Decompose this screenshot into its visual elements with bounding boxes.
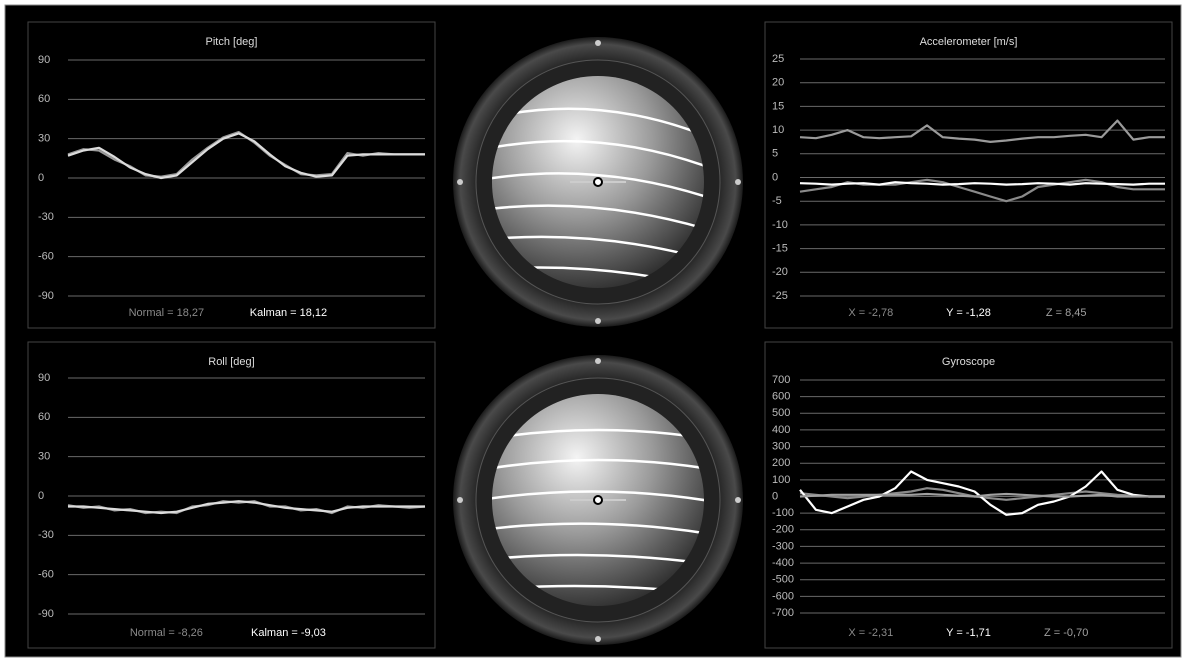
- readout: X = -2,78: [848, 307, 893, 319]
- y-tick-label: 60: [38, 411, 50, 423]
- y-tick-label: -15: [772, 243, 788, 255]
- y-tick-label: 20: [772, 77, 784, 89]
- page: Pitch [deg]9060300-30-60-90Normal = 18,2…: [0, 0, 1186, 667]
- y-tick-label: 90: [38, 372, 50, 384]
- y-tick-label: -30: [38, 211, 54, 223]
- y-tick-label: 5: [772, 148, 778, 160]
- readout: Z = 8,45: [1046, 307, 1087, 319]
- chart-title: Accelerometer [m/s]: [920, 36, 1018, 48]
- y-tick-label: 90: [38, 54, 50, 66]
- panel: [28, 22, 435, 328]
- y-tick-label: 15: [772, 100, 784, 112]
- chart-title: Pitch [deg]: [206, 36, 258, 48]
- y-tick-label: -30: [38, 529, 54, 541]
- y-tick-label: -500: [772, 574, 794, 586]
- y-tick-label: -10: [772, 219, 788, 231]
- readout: Z = -0,70: [1044, 627, 1088, 639]
- readout: Normal = 18,27: [129, 307, 205, 319]
- y-tick-label: -300: [772, 540, 794, 552]
- y-tick-label: 200: [772, 457, 790, 469]
- y-tick-label: 60: [38, 93, 50, 105]
- readout: Normal = -8,26: [130, 627, 203, 639]
- panel: [765, 22, 1172, 328]
- y-tick-label: 0: [772, 490, 778, 502]
- y-tick-label: -5: [772, 195, 782, 207]
- y-tick-label: 700: [772, 374, 790, 386]
- y-tick-label: 300: [772, 440, 790, 452]
- chart-title: Gyroscope: [942, 356, 995, 368]
- readout: Kalman = 18,12: [250, 307, 327, 319]
- y-tick-label: -200: [772, 524, 794, 536]
- panel: [28, 342, 435, 648]
- y-tick-label: 500: [772, 407, 790, 419]
- y-tick-label: 10: [772, 124, 784, 136]
- y-tick-label: 0: [772, 171, 778, 183]
- y-tick-label: -600: [772, 590, 794, 602]
- y-tick-label: 25: [772, 53, 784, 65]
- y-tick-label: 400: [772, 424, 790, 436]
- y-tick-label: 30: [38, 133, 50, 145]
- y-tick-label: -90: [38, 608, 54, 620]
- y-tick-label: 600: [772, 391, 790, 403]
- attitude-gauge: [453, 355, 743, 645]
- y-tick-label: -20: [772, 266, 788, 278]
- readout: Y = -1,28: [946, 307, 991, 319]
- y-tick-label: -400: [772, 557, 794, 569]
- dashboard: Pitch [deg]9060300-30-60-90Normal = 18,2…: [0, 0, 1186, 662]
- y-tick-label: -100: [772, 507, 794, 519]
- y-tick-label: -60: [38, 251, 54, 263]
- y-tick-label: 30: [38, 451, 50, 463]
- readout: Y = -1,71: [946, 627, 991, 639]
- readout: Kalman = -9,03: [251, 627, 326, 639]
- chart-title: Roll [deg]: [208, 356, 254, 368]
- y-tick-label: -700: [772, 607, 794, 619]
- y-tick-label: -25: [772, 290, 788, 302]
- readout: X = -2,31: [848, 627, 893, 639]
- y-tick-label: 100: [772, 474, 790, 486]
- attitude-gauge: [453, 37, 743, 327]
- y-tick-label: -60: [38, 569, 54, 581]
- y-tick-label: 0: [38, 172, 44, 184]
- y-tick-label: 0: [38, 490, 44, 502]
- y-tick-label: -90: [38, 290, 54, 302]
